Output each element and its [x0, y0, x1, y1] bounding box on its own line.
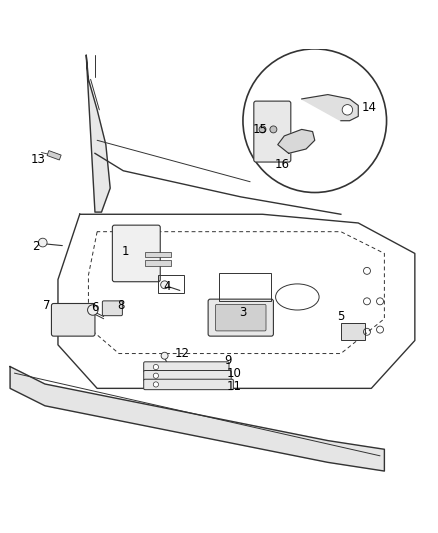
Circle shape: [153, 373, 159, 378]
Text: 6: 6: [91, 301, 99, 314]
FancyBboxPatch shape: [113, 225, 160, 282]
Text: 1: 1: [122, 245, 129, 258]
FancyBboxPatch shape: [254, 101, 291, 162]
Circle shape: [243, 49, 387, 192]
Polygon shape: [10, 367, 385, 471]
FancyBboxPatch shape: [144, 379, 233, 390]
FancyBboxPatch shape: [102, 301, 122, 316]
Circle shape: [153, 382, 159, 387]
Bar: [341, 323, 365, 341]
Circle shape: [161, 281, 169, 289]
Polygon shape: [302, 94, 358, 120]
Bar: [219, 273, 271, 301]
Text: 13: 13: [31, 154, 46, 166]
Text: 15: 15: [253, 123, 268, 136]
Text: 3: 3: [239, 306, 247, 319]
Text: 14: 14: [362, 101, 377, 114]
Circle shape: [161, 352, 168, 359]
Bar: [145, 261, 171, 265]
Text: 8: 8: [117, 299, 125, 312]
Text: 7: 7: [43, 299, 51, 312]
Text: 16: 16: [275, 158, 290, 171]
FancyBboxPatch shape: [51, 303, 95, 336]
Circle shape: [259, 126, 266, 133]
Polygon shape: [86, 55, 110, 212]
Text: 11: 11: [227, 379, 242, 393]
Circle shape: [270, 126, 277, 133]
Bar: [145, 252, 171, 257]
FancyBboxPatch shape: [144, 370, 231, 381]
Circle shape: [88, 305, 98, 315]
FancyBboxPatch shape: [215, 304, 266, 331]
Bar: [47, 151, 61, 160]
Text: 10: 10: [227, 367, 242, 379]
Polygon shape: [278, 130, 315, 154]
Text: 12: 12: [174, 347, 190, 360]
Text: 4: 4: [163, 280, 170, 293]
FancyBboxPatch shape: [208, 299, 273, 336]
Text: 2: 2: [32, 240, 40, 253]
Text: 5: 5: [337, 310, 345, 323]
FancyBboxPatch shape: [144, 362, 229, 372]
Circle shape: [342, 104, 353, 115]
Circle shape: [39, 238, 47, 247]
Bar: [158, 275, 184, 293]
Circle shape: [153, 365, 159, 370]
Text: 9: 9: [224, 353, 231, 367]
